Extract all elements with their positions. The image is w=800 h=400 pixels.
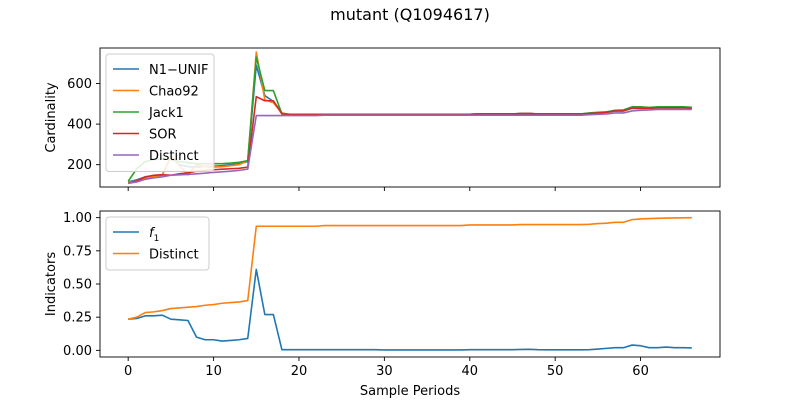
y-tick-label: 0.25 <box>63 311 92 326</box>
legend-box <box>105 216 210 271</box>
x-axis-label: Sample Periods <box>360 384 460 399</box>
legend-label-f1: f1 <box>149 226 159 244</box>
x-tick-label: 30 <box>376 364 393 379</box>
legend-label-distinct: Distinct <box>149 149 199 164</box>
legend-label-distinct: Distinct <box>149 248 199 263</box>
series-line-distinct <box>127 216 692 320</box>
y-tick-label: 400 <box>67 118 92 133</box>
y-tick-label: 0.75 <box>63 244 92 259</box>
y-tick-label: 0.00 <box>63 344 92 359</box>
cardinality-panel: 200 400 600 Cardinality N1−UNIF Chao92 Jack1 SO… <box>44 47 721 191</box>
series-line-distinct <box>128 108 692 185</box>
legend-label-jack1: Jack1 <box>148 106 184 121</box>
x-tick-label: 20 <box>291 364 308 379</box>
y-axis-label: Cardinality <box>44 82 59 153</box>
series-line-f1 <box>128 268 692 351</box>
legend-box <box>105 53 215 172</box>
y-tick-label: 0.50 <box>63 278 92 293</box>
y-tick-label: 1.00 <box>63 211 92 226</box>
y-tick-label: 600 <box>67 77 92 92</box>
legend-label-sor: SOR <box>149 128 177 143</box>
indicators-panel: 0 10 20 30 40 50 60 0.00 0.25 0.50 0.75 1.00 Indicat… <box>44 210 721 399</box>
y-tick-label: 200 <box>67 158 92 173</box>
legend-label-n1-unif: N1−UNIF <box>149 63 208 78</box>
x-tick-label: 60 <box>632 364 649 379</box>
series-line-sor <box>127 95 692 185</box>
figure-title: mutant (Q1094617) <box>330 5 490 24</box>
legend-label-chao92: Chao92 <box>149 85 199 100</box>
axes-frame <box>99 47 721 188</box>
x-tick-label: 50 <box>547 364 564 379</box>
x-tick-label: 0 <box>124 364 132 379</box>
x-tick-label: 10 <box>205 364 222 379</box>
x-tick-label: 40 <box>462 364 479 379</box>
y-axis-label: Indicators <box>44 252 59 316</box>
